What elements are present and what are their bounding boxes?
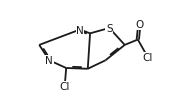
Text: Cl: Cl bbox=[60, 82, 70, 92]
Text: O: O bbox=[135, 20, 144, 30]
Text: N: N bbox=[76, 25, 84, 35]
Text: N: N bbox=[45, 56, 53, 66]
Text: S: S bbox=[106, 24, 113, 34]
Text: Cl: Cl bbox=[143, 53, 153, 63]
